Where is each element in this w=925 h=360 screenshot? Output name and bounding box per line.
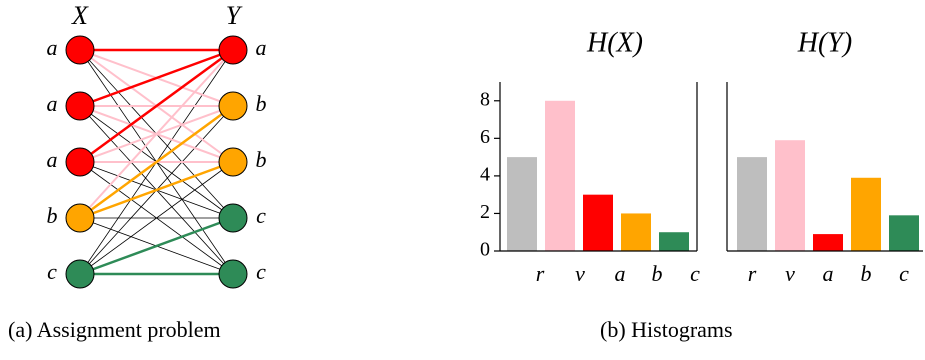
edge xyxy=(79,161,234,275)
node xyxy=(218,35,248,65)
y-tick-label: 8 xyxy=(480,88,490,110)
x-tick-label: r xyxy=(536,261,545,286)
bar xyxy=(851,177,881,251)
bar xyxy=(545,100,575,252)
node-label: c xyxy=(256,259,266,284)
edge xyxy=(79,216,234,276)
node xyxy=(218,203,248,233)
x-tick-label: r xyxy=(748,261,757,286)
bar xyxy=(813,234,843,251)
node xyxy=(65,203,95,233)
edge xyxy=(79,49,234,219)
node-label: a xyxy=(47,91,58,116)
edge xyxy=(79,160,234,220)
caption: (a) Assignment problem xyxy=(8,317,221,342)
chart-title: H(X) xyxy=(586,27,643,58)
x-tick-label: b xyxy=(861,261,872,286)
chart-title: H(Y) xyxy=(797,27,852,58)
bar xyxy=(775,140,805,251)
x-tick-label: a xyxy=(823,261,834,286)
node xyxy=(65,147,95,177)
node-label: c xyxy=(47,259,57,284)
x-tick-label: c xyxy=(899,261,909,286)
x-tick-label: b xyxy=(652,261,663,286)
y-tick-label: 6 xyxy=(480,126,490,148)
edge xyxy=(79,104,234,220)
y-tick-label: 2 xyxy=(480,201,490,223)
node-label: a xyxy=(47,147,58,172)
node xyxy=(65,259,95,289)
bar xyxy=(737,157,767,251)
node xyxy=(218,259,248,289)
node-label: a xyxy=(47,35,58,60)
right-header: Y xyxy=(226,1,243,30)
y-tick-label: 4 xyxy=(480,163,490,185)
x-tick-label: v xyxy=(575,261,585,286)
edge xyxy=(79,48,234,108)
caption: (b) Histograms xyxy=(600,317,733,342)
node xyxy=(218,91,248,121)
node-label: b xyxy=(47,203,58,228)
bar xyxy=(659,232,689,251)
node xyxy=(65,35,95,65)
edge xyxy=(79,48,234,164)
node-label: b xyxy=(256,147,267,172)
y-tick-label: 0 xyxy=(480,239,490,261)
x-tick-label: a xyxy=(615,261,626,286)
node-label: b xyxy=(256,91,267,116)
node xyxy=(218,147,248,177)
x-tick-label: v xyxy=(785,261,795,286)
node xyxy=(65,91,95,121)
bar xyxy=(889,215,919,251)
node-label: a xyxy=(256,35,267,60)
x-tick-label: c xyxy=(690,261,700,286)
left-header: X xyxy=(71,1,89,30)
node-label: c xyxy=(256,203,266,228)
bar xyxy=(621,213,651,251)
bar xyxy=(583,194,613,251)
bar xyxy=(507,157,537,251)
